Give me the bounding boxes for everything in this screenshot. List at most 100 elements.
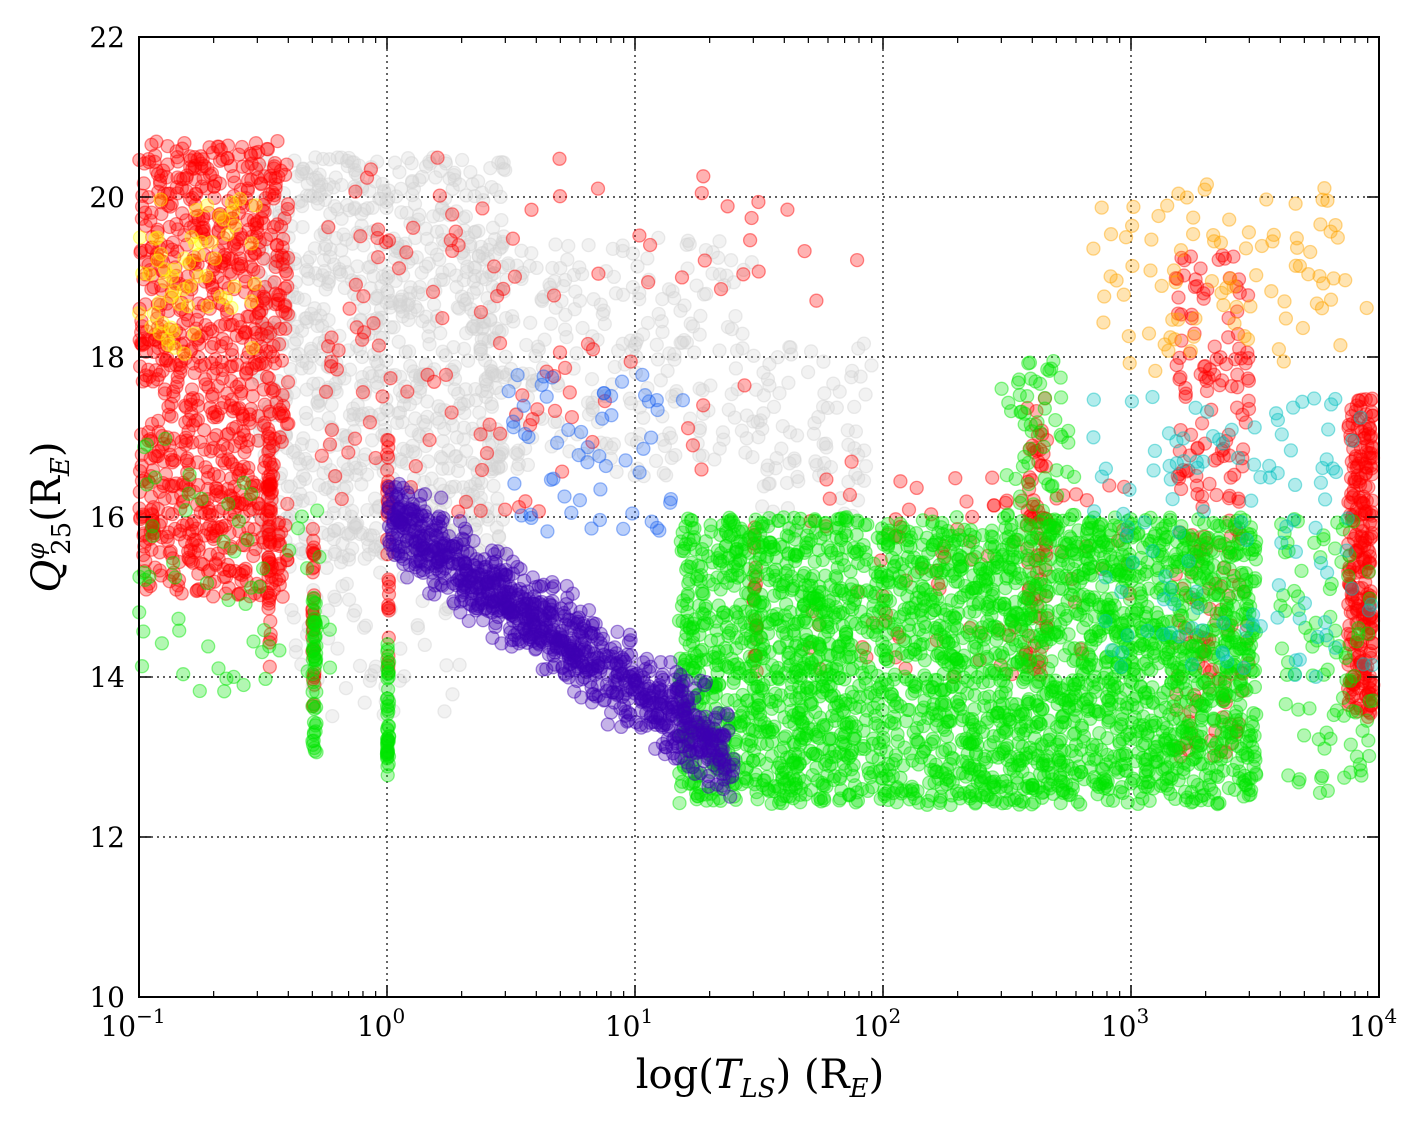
data-point bbox=[388, 243, 403, 259]
data-point bbox=[465, 421, 480, 436]
data-point bbox=[471, 248, 486, 264]
data-point bbox=[321, 177, 336, 192]
data-point bbox=[294, 323, 310, 338]
data-point bbox=[430, 490, 445, 506]
data-point bbox=[489, 503, 505, 518]
data-point bbox=[470, 483, 485, 498]
data-point bbox=[893, 474, 908, 489]
data-point bbox=[433, 326, 448, 341]
data-point bbox=[1226, 249, 1241, 264]
data-point bbox=[205, 589, 221, 604]
data-point bbox=[432, 477, 448, 492]
data-point bbox=[300, 254, 315, 269]
data-point bbox=[408, 230, 423, 246]
data-point bbox=[339, 479, 354, 495]
data-point bbox=[472, 405, 487, 420]
data-point bbox=[327, 199, 342, 214]
data-point bbox=[623, 395, 639, 411]
data-point bbox=[418, 417, 433, 433]
data-point bbox=[848, 424, 864, 439]
data-point bbox=[497, 502, 513, 517]
data-point bbox=[458, 209, 474, 224]
data-point bbox=[451, 238, 466, 253]
data-point bbox=[376, 184, 392, 200]
data-point bbox=[335, 428, 351, 443]
data-point bbox=[465, 177, 480, 192]
data-point bbox=[348, 517, 364, 533]
data-point bbox=[422, 432, 437, 448]
data-point bbox=[545, 260, 560, 276]
data-point bbox=[370, 288, 386, 304]
data-point bbox=[415, 169, 430, 185]
data-point bbox=[392, 405, 408, 420]
data-point bbox=[366, 415, 381, 431]
data-point bbox=[365, 200, 380, 215]
data-point bbox=[393, 299, 408, 314]
data-point bbox=[360, 502, 375, 518]
data-point bbox=[632, 228, 647, 243]
data-point bbox=[459, 443, 474, 459]
data-point bbox=[260, 142, 276, 157]
data-point bbox=[262, 537, 277, 552]
data-point bbox=[408, 299, 423, 315]
data-point bbox=[328, 170, 343, 185]
data-point bbox=[348, 277, 364, 292]
data-point bbox=[432, 188, 447, 203]
data-point bbox=[493, 459, 509, 474]
data-point bbox=[397, 540, 412, 556]
data-point bbox=[348, 166, 363, 181]
data-point bbox=[901, 502, 917, 517]
data-point bbox=[471, 542, 487, 558]
data-point bbox=[190, 412, 206, 428]
data-point bbox=[418, 529, 433, 545]
data-point bbox=[405, 173, 420, 189]
data-point bbox=[218, 317, 233, 332]
data-point bbox=[433, 272, 448, 287]
data-point bbox=[337, 506, 352, 521]
data-point bbox=[696, 169, 711, 184]
data-point bbox=[172, 523, 188, 539]
data-point bbox=[202, 507, 217, 522]
data-point bbox=[484, 396, 499, 412]
data-point bbox=[448, 449, 463, 464]
data-point bbox=[456, 272, 471, 288]
data-point bbox=[354, 181, 370, 197]
data-point bbox=[524, 202, 539, 217]
data-point bbox=[209, 484, 224, 499]
data-point bbox=[188, 186, 203, 201]
data-point bbox=[468, 393, 484, 408]
data-point bbox=[417, 372, 432, 387]
data-point bbox=[751, 430, 766, 445]
data-point bbox=[401, 297, 416, 312]
data-point bbox=[408, 459, 423, 474]
data-point bbox=[437, 403, 453, 418]
data-point bbox=[1356, 489, 1371, 504]
data-point bbox=[477, 331, 492, 347]
data-point bbox=[484, 464, 499, 479]
data-point bbox=[496, 229, 511, 244]
data-point bbox=[522, 258, 537, 274]
data-point bbox=[340, 158, 355, 174]
data-point bbox=[494, 428, 509, 443]
data-point bbox=[427, 362, 442, 377]
data-point bbox=[401, 344, 417, 359]
data-point bbox=[341, 527, 356, 542]
data-point bbox=[848, 466, 863, 482]
data-point bbox=[374, 256, 389, 271]
data-point bbox=[370, 250, 386, 265]
data-point bbox=[373, 330, 388, 345]
data-point bbox=[546, 288, 562, 303]
data-point bbox=[155, 363, 170, 378]
data-point bbox=[433, 163, 448, 179]
data-point bbox=[335, 468, 351, 484]
data-point bbox=[1353, 540, 1369, 555]
data-point bbox=[280, 479, 295, 494]
data-point bbox=[356, 289, 371, 304]
data-point bbox=[280, 496, 295, 512]
data-point bbox=[370, 230, 385, 246]
data-point bbox=[384, 520, 399, 535]
data-point bbox=[415, 287, 430, 302]
data-point bbox=[387, 155, 403, 170]
data-point bbox=[738, 445, 753, 460]
data-point bbox=[353, 312, 368, 327]
